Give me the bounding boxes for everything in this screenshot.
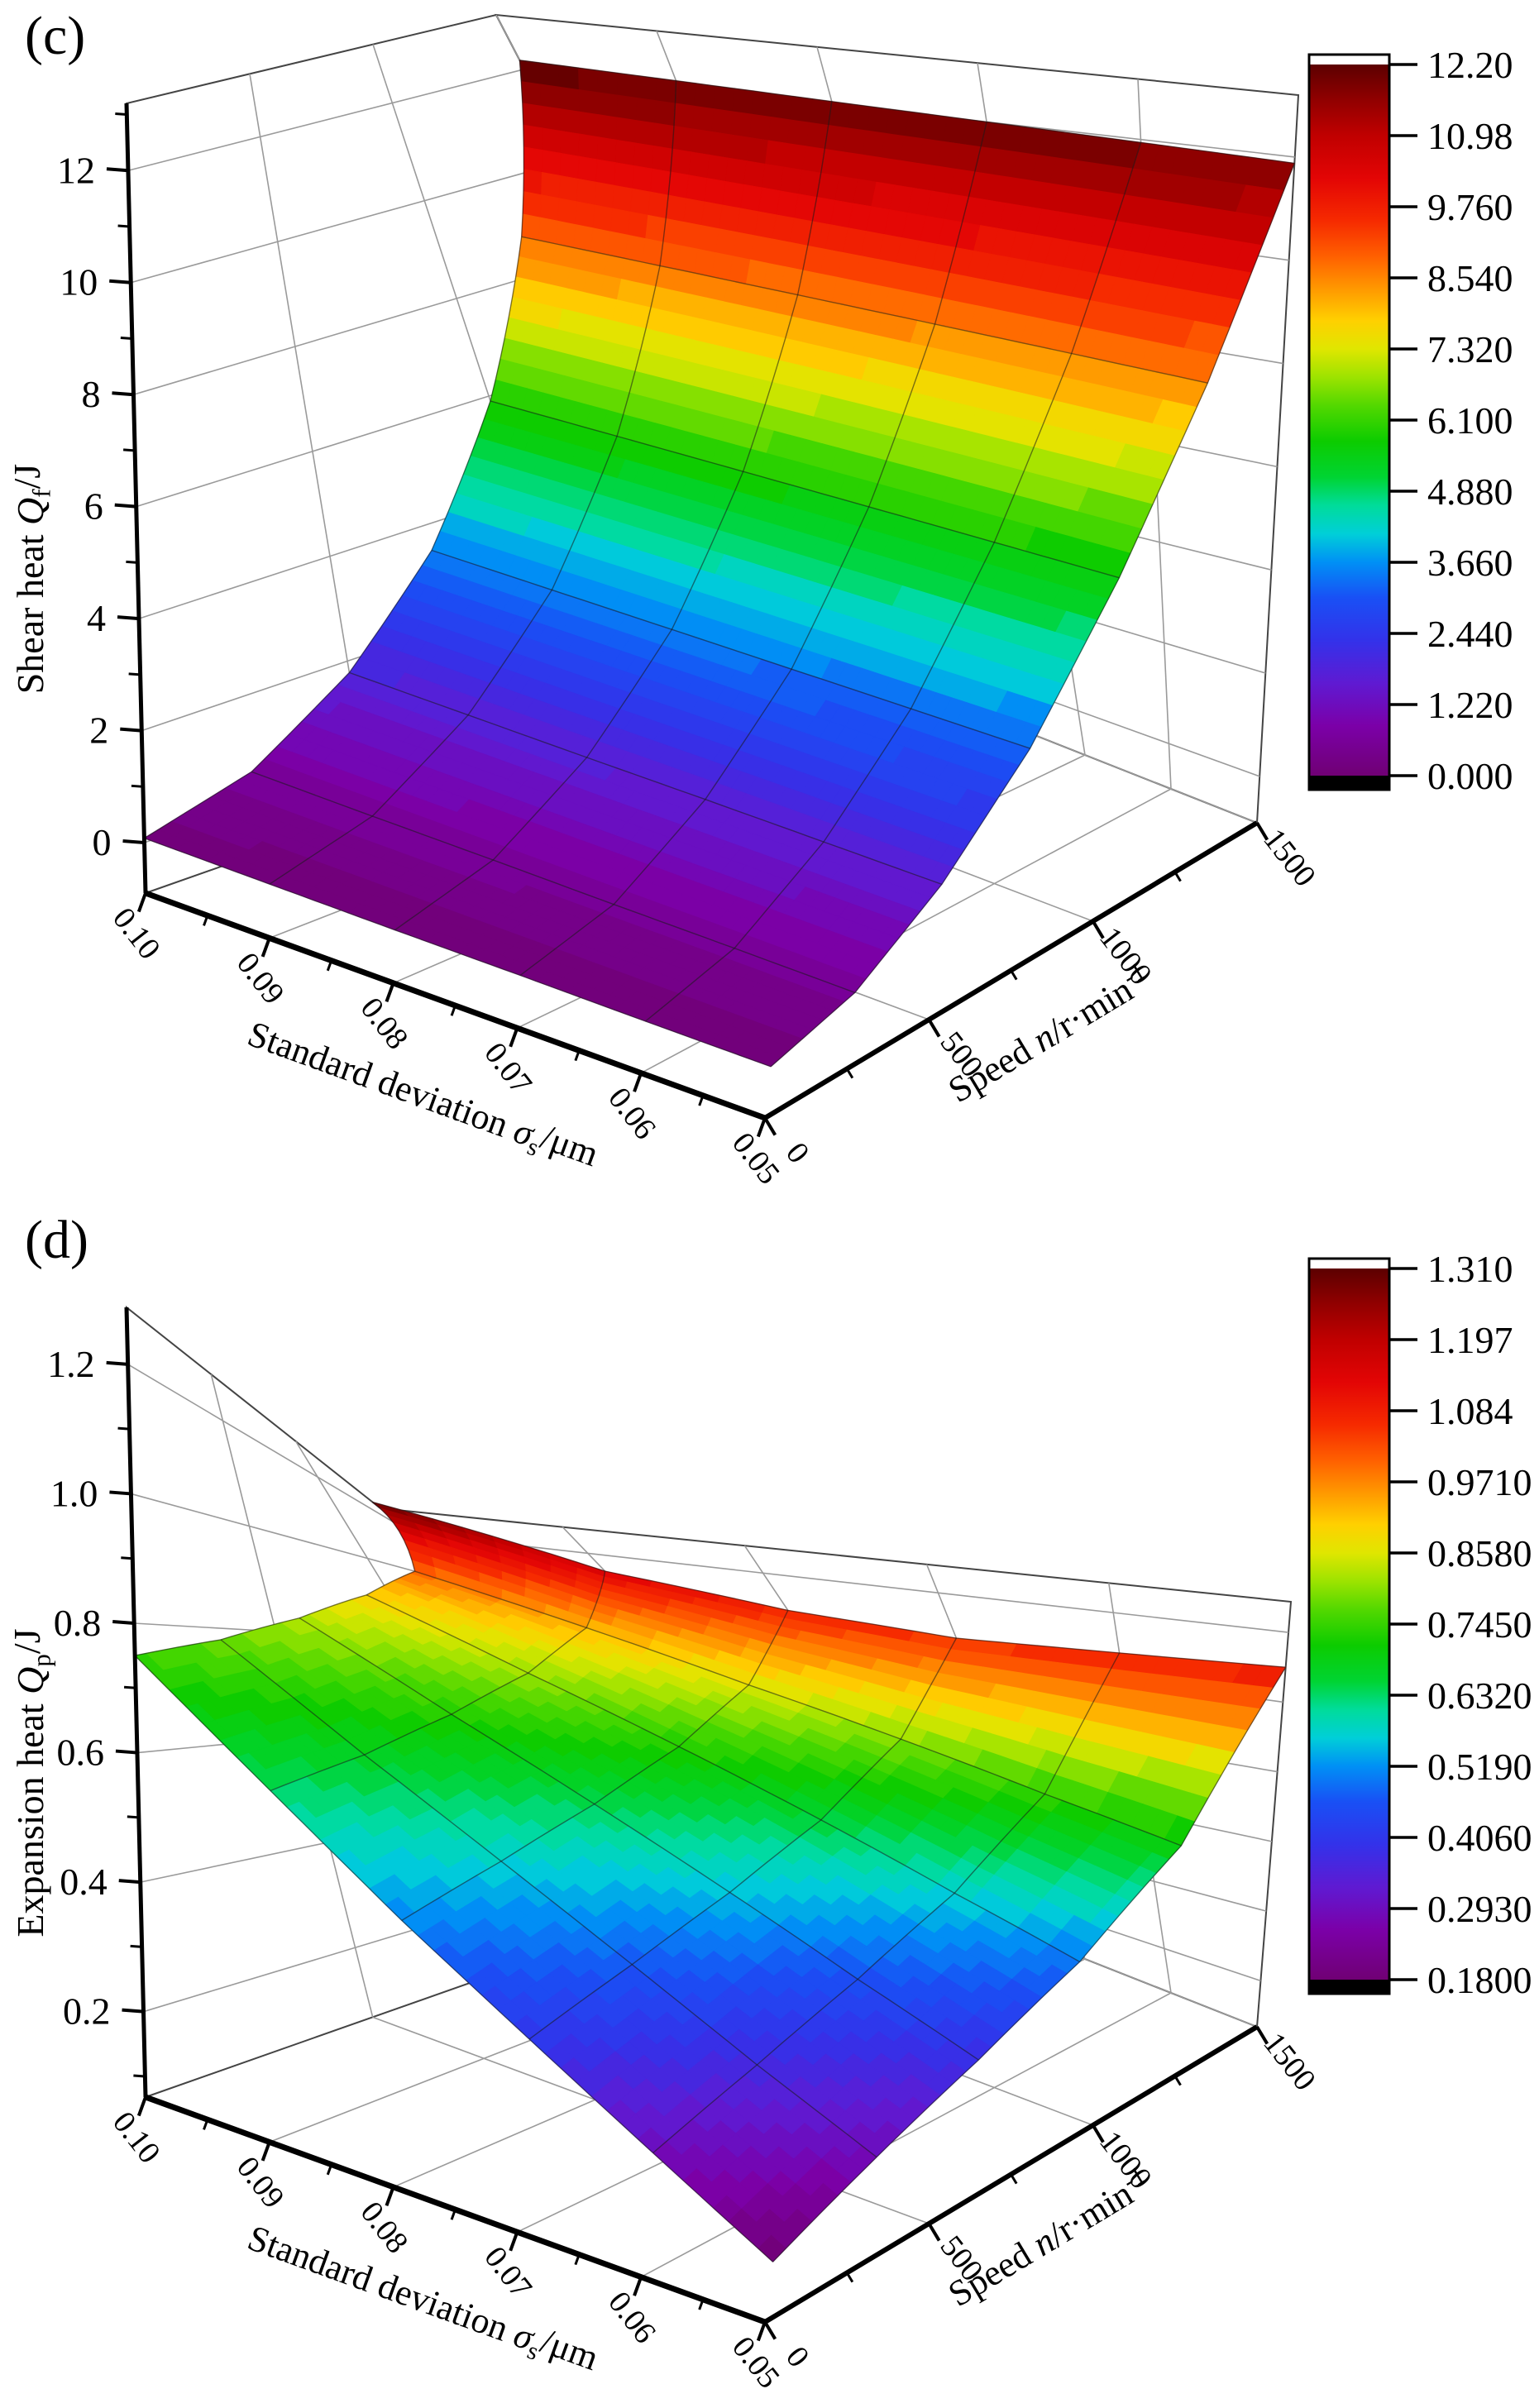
x-tick-label: 0.09 xyxy=(230,946,291,1010)
z-tick-label: 0.6 xyxy=(56,1732,104,1774)
z-tick-label: 0 xyxy=(93,821,112,863)
colorbar-tick-label: 2.440 xyxy=(1427,613,1513,655)
surface-mesh xyxy=(134,1502,1287,2262)
z-axis: 0.2 0.4 0.6 0.8 1.0 1.2 Expansion heat Qp/J xyxy=(6,1307,148,2098)
z-tick-label: 0.8 xyxy=(54,1602,102,1644)
x-tick-label: 0.06 xyxy=(601,2285,662,2349)
x-tick-label: 0.05 xyxy=(725,2330,786,2395)
x-tick-label: 0.07 xyxy=(477,2240,538,2305)
y-tick-label: 1500 xyxy=(1256,2026,1322,2097)
z-tick-label: 1.0 xyxy=(50,1472,98,1514)
colorbar: 12.20 10.98 9.760 8.540 7.320 6.100 4.880 3.660… xyxy=(1307,44,1513,797)
y-tick-label: 0 xyxy=(779,1136,816,1170)
x-tick-label: 0.10 xyxy=(106,2105,167,2170)
surface-gridlines xyxy=(144,60,1295,1068)
colorbar-tick-label: 1.084 xyxy=(1427,1390,1513,1432)
colorbar-tick-label: 1.310 xyxy=(1427,1248,1513,1290)
colorbar-tick-label: 6.100 xyxy=(1427,399,1513,442)
colorbar-tick-label: 0.4060 xyxy=(1427,1817,1532,1859)
panel-d: 0.2 0.4 0.6 0.8 1.0 1.2 Expansion heat Qp/J 0.1… xyxy=(0,1204,1539,2408)
surface-mesh xyxy=(143,60,1295,1068)
y-tick-label: 0 xyxy=(779,2340,816,2374)
colorbar-tick-label: 7.320 xyxy=(1427,328,1513,370)
z-tick-label: 6 xyxy=(84,485,103,528)
colorbar-tick-label: 1.220 xyxy=(1427,684,1513,726)
z-tick-label: 12 xyxy=(57,149,95,191)
x-tick-label: 0.07 xyxy=(477,1036,538,1101)
colorbar-tick-label: 4.880 xyxy=(1427,471,1513,513)
surface-chart-expansion-heat: 0.2 0.4 0.6 0.8 1.0 1.2 Expansion heat Qp/J 0.1… xyxy=(6,1248,1532,2395)
colorbar: 1.310 1.197 1.084 0.9710 0.8580 0.7450 0.6320 0… xyxy=(1307,1248,1532,2001)
colorbar-tick-label: 0.8580 xyxy=(1427,1532,1532,1574)
z-tick-label: 0.4 xyxy=(60,1861,108,1903)
colorbar-tick-label: 0.2930 xyxy=(1427,1888,1532,1930)
colorbar-tick-label: 10.98 xyxy=(1427,115,1513,157)
z-axis-title: Shear heat Qf/J xyxy=(6,464,56,695)
surface-chart-shear-heat: 0 2 4 6 8 10 12 Shear heat Qf/J 0.10 0.09 0.08 0.07… xyxy=(6,13,1513,1191)
x-tick-label: 0.05 xyxy=(725,1126,786,1191)
panel-c: 0 2 4 6 8 10 12 Shear heat Qf/J 0.10 0.09 0.08 0.07… xyxy=(6,6,1513,1191)
x-tick-label: 0.10 xyxy=(106,901,167,966)
colorbar-tick-label: 8.540 xyxy=(1427,257,1513,299)
y-tick-label: 1500 xyxy=(1256,822,1322,893)
z-tick-label: 0.2 xyxy=(63,1990,111,2033)
x-tick-label: 0.09 xyxy=(230,2150,291,2214)
z-axis-title: Expansion heat Qp/J xyxy=(6,1628,56,1937)
colorbar-tick-label: 3.660 xyxy=(1427,542,1513,584)
z-tick-label: 1.2 xyxy=(47,1343,95,1385)
z-tick-label: 10 xyxy=(60,261,98,303)
colorbar-tick-label: 0.000 xyxy=(1427,755,1513,797)
z-tick-label: 4 xyxy=(87,597,106,639)
colorbar-tick-label: 0.1800 xyxy=(1427,1959,1532,2001)
colorbar-tick-label: 1.197 xyxy=(1427,1319,1513,1361)
colorbar-tick-label: 0.5190 xyxy=(1427,1746,1532,1788)
z-axis: 0 2 4 6 8 10 12 Shear heat Qf/J xyxy=(6,103,148,894)
colorbar-tick-label: 0.7450 xyxy=(1427,1603,1532,1646)
x-tick-label: 0.08 xyxy=(354,991,415,1056)
x-tick-label: 0.06 xyxy=(601,1081,662,1145)
colorbar-tick-label: 0.6320 xyxy=(1427,1675,1532,1717)
panel-label-d: (d) xyxy=(25,1210,88,1270)
surface-gridlines xyxy=(134,1501,1287,2262)
panel-label-c: (c) xyxy=(25,6,86,66)
colorbar-tick-label: 9.760 xyxy=(1427,186,1513,228)
z-tick-label: 8 xyxy=(81,373,100,415)
x-tick-label: 0.08 xyxy=(354,2195,415,2260)
colorbar-tick-label: 0.9710 xyxy=(1427,1461,1532,1503)
z-tick-label: 2 xyxy=(89,710,108,752)
colorbar-tick-label: 12.20 xyxy=(1427,44,1513,86)
